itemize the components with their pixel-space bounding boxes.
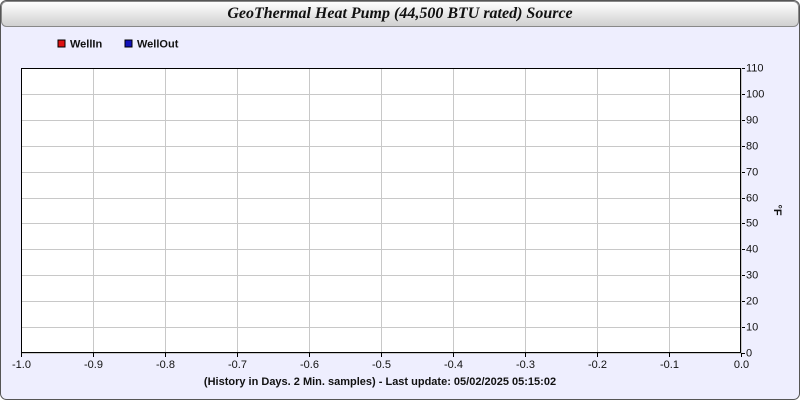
chart-title: GeoThermal Heat Pump (44,500 BTU rated) … (227, 5, 572, 22)
y-tick-label: 90 (746, 114, 758, 126)
x-tick-label: -0.6 (300, 359, 319, 371)
x-tick-label: -0.5 (372, 359, 391, 371)
y-tick-label: 60 (746, 192, 758, 204)
x-tick-label: -0.3 (516, 359, 535, 371)
y-axis-label: °F (771, 204, 783, 215)
y-tick-label: 80 (746, 140, 758, 152)
y-tick-label: 10 (746, 321, 758, 333)
x-tick-label: -0.4 (444, 359, 463, 371)
y-tick-label: 20 (746, 295, 758, 307)
y-tick-label: 30 (746, 269, 758, 281)
y-tick-label: 50 (746, 217, 758, 229)
x-tick-label: -0.7 (228, 359, 247, 371)
y-tick-label: 0 (746, 347, 752, 359)
x-tick-label: -1.0 (12, 359, 31, 371)
y-tick-label: 100 (746, 88, 764, 100)
x-tick-label: -0.2 (588, 359, 607, 371)
y-tick-label: 40 (746, 243, 758, 255)
legend-swatch (124, 39, 133, 48)
x-tick-label: 0.0 (734, 359, 749, 371)
x-tick-label: -0.8 (156, 359, 175, 371)
legend-label: WellIn (70, 38, 102, 50)
y-tick-label: 110 (746, 62, 764, 74)
x-tick-label: -0.9 (84, 359, 103, 371)
legend-label: WellOut (137, 38, 179, 50)
legend-swatch (57, 39, 66, 48)
x-tick-label: -0.1 (660, 359, 679, 371)
x-axis-label: (History in Days. 2 Min. samples) - Last… (204, 376, 556, 388)
title-bar (1, 1, 799, 27)
y-tick-label: 70 (746, 166, 758, 178)
plot-border (21, 68, 741, 353)
